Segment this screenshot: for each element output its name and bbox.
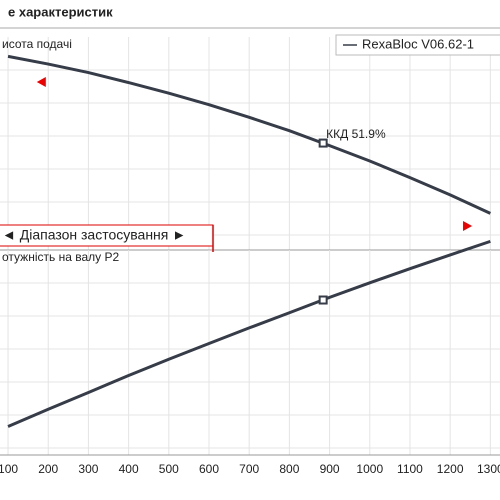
- y-axis-label: исота подачі: [2, 37, 72, 51]
- page-title: е характеристик: [8, 4, 113, 19]
- operating-point: [318, 138, 328, 148]
- x-tick-label: 100: [0, 462, 18, 476]
- x-tick-label: 900: [320, 462, 340, 476]
- x-tick-label: 1300: [477, 462, 500, 476]
- y-axis-label: отужність на валу P2: [2, 250, 119, 264]
- operating-point: [318, 295, 328, 305]
- x-tick-label: 800: [279, 462, 299, 476]
- x-tick-label: 300: [78, 462, 98, 476]
- x-tick-label: 700: [239, 462, 259, 476]
- curve: [7, 54, 491, 215]
- annotation: ККД 51.9%: [326, 127, 386, 141]
- x-tick-label: 500: [159, 462, 179, 476]
- range-label: ◄ Діапазон застосування ►: [2, 227, 186, 243]
- x-tick-label: 400: [119, 462, 139, 476]
- x-tick-label: 600: [199, 462, 219, 476]
- curve: [7, 239, 491, 428]
- legend-box: [335, 34, 500, 56]
- legend-label: RexaBloc V06.62-1: [362, 36, 474, 51]
- range-marker-left: [36, 77, 46, 87]
- x-tick-label: 1100: [397, 462, 423, 476]
- x-tick-label: 1000: [356, 462, 383, 476]
- range-marker-right: [463, 221, 473, 231]
- x-tick-label: 200: [38, 462, 58, 476]
- x-tick-label: 1200: [437, 462, 464, 476]
